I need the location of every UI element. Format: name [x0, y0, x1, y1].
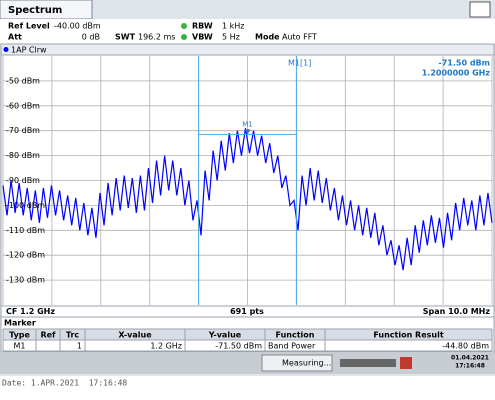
- marker-value: -71.50 dBm: [438, 59, 490, 68]
- mode-label: Mode: [255, 33, 280, 42]
- vbw-label: VBW: [192, 33, 213, 42]
- table-cell: 1.2 GHz: [150, 342, 182, 351]
- table-cell: 1: [77, 342, 82, 351]
- mode: Auto FFT: [282, 33, 317, 42]
- column-header: Y-value: [208, 331, 242, 340]
- column-header: X-value: [118, 331, 152, 340]
- column-header: Ref: [40, 331, 56, 340]
- att-label: Att: [8, 33, 22, 42]
- vbw-indicator: [181, 34, 187, 40]
- trace-label: 1AP Clrw: [11, 46, 47, 55]
- swt: 196.2 ms: [138, 33, 175, 42]
- y-tick-label: -70 dBm: [6, 126, 40, 135]
- y-tick-label: -50 dBm: [6, 76, 40, 85]
- ref-level-label: Ref Level: [8, 22, 50, 31]
- y-tick-label: -130 dBm: [6, 276, 45, 285]
- window-icon[interactable]: [469, 1, 491, 18]
- marker: [244, 129, 251, 135]
- swt-label: SWT: [115, 33, 136, 42]
- tab-title: Spectrum: [8, 5, 62, 16]
- y-tick-label: -60 dBm: [6, 101, 40, 110]
- status-box: [261, 354, 333, 372]
- points: 691 pts: [230, 307, 264, 316]
- table-cell: Band Power: [268, 342, 316, 351]
- column-header: Function: [276, 331, 315, 340]
- center-frequency: CF 1.2 GHz: [6, 307, 55, 316]
- vbw: 5 Hz: [222, 33, 240, 42]
- y-tick-label: -110 dBm: [6, 226, 45, 235]
- status-icon: [400, 357, 412, 369]
- footer-date: Date: 1.APR.2021 17:16:48: [2, 379, 127, 388]
- marker-name: M1: [242, 120, 253, 128]
- y-tick-label: -120 dBm: [6, 251, 45, 260]
- rbw: 1 kHz: [222, 22, 244, 31]
- status-time: 17:16:48: [455, 363, 485, 370]
- marker-table: Type Ref Trc X-value Y-value Function Function…: [2, 328, 493, 352]
- column-header: Type: [9, 331, 30, 340]
- plot: -50 dBm -60 dBm -70 dBm -80 dBm -90 dBm -100 …: [2, 56, 493, 305]
- table-header-bg: [3, 329, 492, 340]
- rbw-label: RBW: [192, 22, 213, 31]
- marker-title: Marker: [4, 319, 36, 328]
- trace: [2, 128, 493, 271]
- status-date: 01.04.2021: [451, 355, 489, 362]
- trace-dot: [3, 47, 9, 52]
- column-header: Function Result: [373, 331, 444, 340]
- table-cell: M1: [14, 342, 26, 351]
- marker-frequency: 1.2000000 GHz: [422, 69, 491, 78]
- att: 0 dB: [82, 33, 100, 42]
- span: Span 10.0 MHz: [423, 307, 491, 316]
- ref-level: -40.00 dBm: [54, 22, 101, 31]
- progress: [340, 359, 396, 367]
- table-cell: -71.50 dBm: [215, 342, 262, 351]
- y-tick-label: -100 dBm: [6, 201, 45, 210]
- header: [0, 19, 495, 44]
- status-bar: [0, 352, 495, 374]
- column-header: Trc: [66, 331, 80, 340]
- rbw-indicator: [181, 23, 187, 29]
- status-message: Measuring...: [282, 359, 331, 368]
- y-tick-label: -90 dBm: [6, 176, 40, 185]
- marker-label: M1[1]: [288, 59, 311, 68]
- trace-bar: [0, 43, 495, 56]
- table-cell: -44.80 dBm: [442, 342, 489, 351]
- y-tick-label: -80 dBm: [6, 151, 40, 160]
